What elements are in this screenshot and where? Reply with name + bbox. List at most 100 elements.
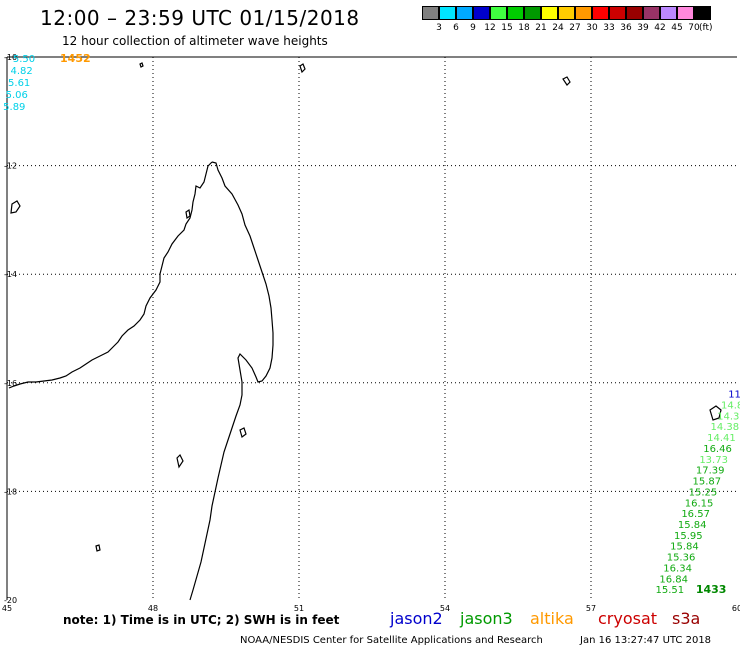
lat-tick-label: -14 — [4, 270, 17, 279]
axis-tick-labels: 45 48 51 54 57 60 -10 -12 -14 -16 -18 -20 — [2, 53, 740, 613]
lon-tick-label: 48 — [148, 604, 158, 613]
madagascar-coast — [189, 161, 274, 601]
track-jason3: 1114.814.314.3814.4116.4613.7317.3915.87… — [656, 390, 740, 596]
colorbar-label: 9 — [470, 23, 476, 33]
map-subtitle: 12 hour collection of altimeter wave hei… — [62, 34, 328, 48]
colorbar-swatch — [473, 6, 490, 20]
lon-tick-label: 60 — [732, 604, 740, 613]
satellite-legend-jason2: jason2 — [390, 609, 443, 628]
colorbar-label: 18 — [518, 23, 530, 33]
map-frame — [6, 56, 737, 600]
colorbar-swatch — [507, 6, 524, 20]
colorbar-swatch — [524, 6, 541, 20]
lon-tick-label: 51 — [294, 604, 304, 613]
colorbar-label: 36 — [620, 23, 632, 33]
wave-height-label: 15.51 — [656, 585, 685, 596]
madagascar-west-coast — [8, 161, 213, 389]
colorbar-swatch — [626, 6, 643, 20]
island-reunion — [709, 405, 722, 421]
colorbar-swatch — [558, 6, 575, 20]
island-nosy-be — [185, 208, 191, 220]
colorbar-label: 30 — [586, 23, 598, 33]
colorbar-label: 21 — [535, 23, 547, 33]
colorbar-label: 33 — [603, 23, 615, 33]
colorbar-swatch — [456, 6, 473, 20]
lat-tick-label: -10 — [4, 53, 17, 62]
colorbar-swatch — [490, 6, 507, 20]
satellite-legend-cryosat: cryosat — [598, 609, 658, 628]
lat-tick-label: -18 — [4, 487, 17, 496]
island-small-3 — [95, 544, 101, 552]
lon-tick-label: 54 — [440, 604, 450, 613]
island-rodrigues-isle — [562, 76, 571, 86]
wave-height-label: 15.84 — [670, 542, 699, 553]
wave-height-label: 5.89 — [3, 102, 25, 113]
altimeter-tracks: 5.504.825.615.065.8914521114.814.314.381… — [3, 52, 740, 596]
colorbar-label: 45 — [671, 23, 683, 33]
wave-height-label: 16.57 — [681, 509, 710, 520]
colorbar-swatch — [660, 6, 677, 20]
satellite-legend-altika: altika — [530, 609, 574, 628]
map-title: 12:00 – 23:59 UTC 01/15/2018 — [40, 6, 360, 30]
island-small-1 — [176, 453, 184, 469]
lat-tick-label: -16 — [4, 379, 17, 388]
wave-height-label: 14.8 — [721, 401, 740, 412]
wave-height-label: 16.84 — [659, 574, 688, 585]
colorbar-swatch — [592, 6, 609, 20]
colorbar-swatch — [575, 6, 592, 20]
wave-height-label: 15.25 — [689, 487, 718, 498]
footer-credit: NOAA/NESDIS Center for Satellite Applica… — [240, 635, 543, 646]
lat-tick-label: -12 — [4, 162, 17, 171]
colorbar-label: 70 — [688, 23, 700, 33]
colorbar-swatch — [439, 6, 456, 20]
colorbar-label: 15 — [501, 23, 513, 33]
colorbar-label: 3 — [436, 23, 442, 33]
wave-height-label: 14.41 — [707, 433, 736, 444]
island-small-4 — [139, 62, 144, 68]
colorbar-label: 24 — [552, 23, 564, 33]
island-small-2 — [239, 427, 247, 439]
wave-height-label: 15.95 — [674, 531, 703, 542]
colorbar-swatch — [541, 6, 558, 20]
wave-height-label: 15.84 — [678, 520, 707, 531]
lat-lon-grid — [7, 57, 737, 600]
colorbar-swatch — [694, 6, 711, 20]
colorbar-swatch — [422, 6, 439, 20]
pass-time-label: 1452 — [60, 52, 91, 65]
island-glorieuses — [299, 63, 306, 74]
wave-height-label: 14.38 — [711, 422, 740, 433]
wave-height-label: 5.50 — [13, 54, 35, 65]
wave-height-label: 17.39 — [696, 466, 725, 477]
wave-height-label: 11 — [728, 390, 740, 401]
lat-tick-label: -20 — [4, 596, 17, 605]
wave-height-label: 15.87 — [693, 477, 722, 488]
satellite-legend-s3a: s3a — [672, 609, 701, 628]
wave-height-label: 13.73 — [699, 455, 728, 466]
wave-height-label: 16.34 — [663, 563, 692, 574]
colorbar-label: 12 — [484, 23, 496, 33]
madagascar-coastline — [8, 62, 722, 601]
footer-timestamp: Jan 16 13:27:47 UTC 2018 — [580, 635, 712, 646]
lon-tick-label: 45 — [2, 604, 12, 613]
wave-height-label: 5.61 — [8, 78, 30, 89]
wave-height-label: 16.15 — [685, 498, 714, 509]
lon-tick-label: 57 — [586, 604, 596, 613]
colorbar-label: 6 — [453, 23, 459, 33]
track-altika: 5.504.825.615.065.89 1452 — [3, 52, 90, 113]
colorbar-swatch — [643, 6, 660, 20]
wave-height-label: 16.46 — [703, 444, 732, 455]
footer-note: note: 1) Time is in UTC; 2) SWH is in fe… — [63, 613, 340, 627]
wave-height-label: 4.82 — [10, 66, 32, 77]
pass-time-label: 1433 — [696, 583, 727, 596]
satellite-legend-jason3: jason3 — [460, 609, 513, 628]
colorbar-label: 39 — [637, 23, 649, 33]
island-mayotte — [10, 200, 21, 214]
wave-height-label: 14.3 — [717, 411, 739, 422]
colorbar-swatch — [609, 6, 626, 20]
colorbar-label: 42 — [654, 23, 666, 33]
colorbar-swatch — [677, 6, 694, 20]
wave-height-label: 5.06 — [6, 90, 28, 101]
colorbar-label: 27 — [569, 23, 581, 33]
colorbar-unit: (ft) — [699, 23, 713, 33]
